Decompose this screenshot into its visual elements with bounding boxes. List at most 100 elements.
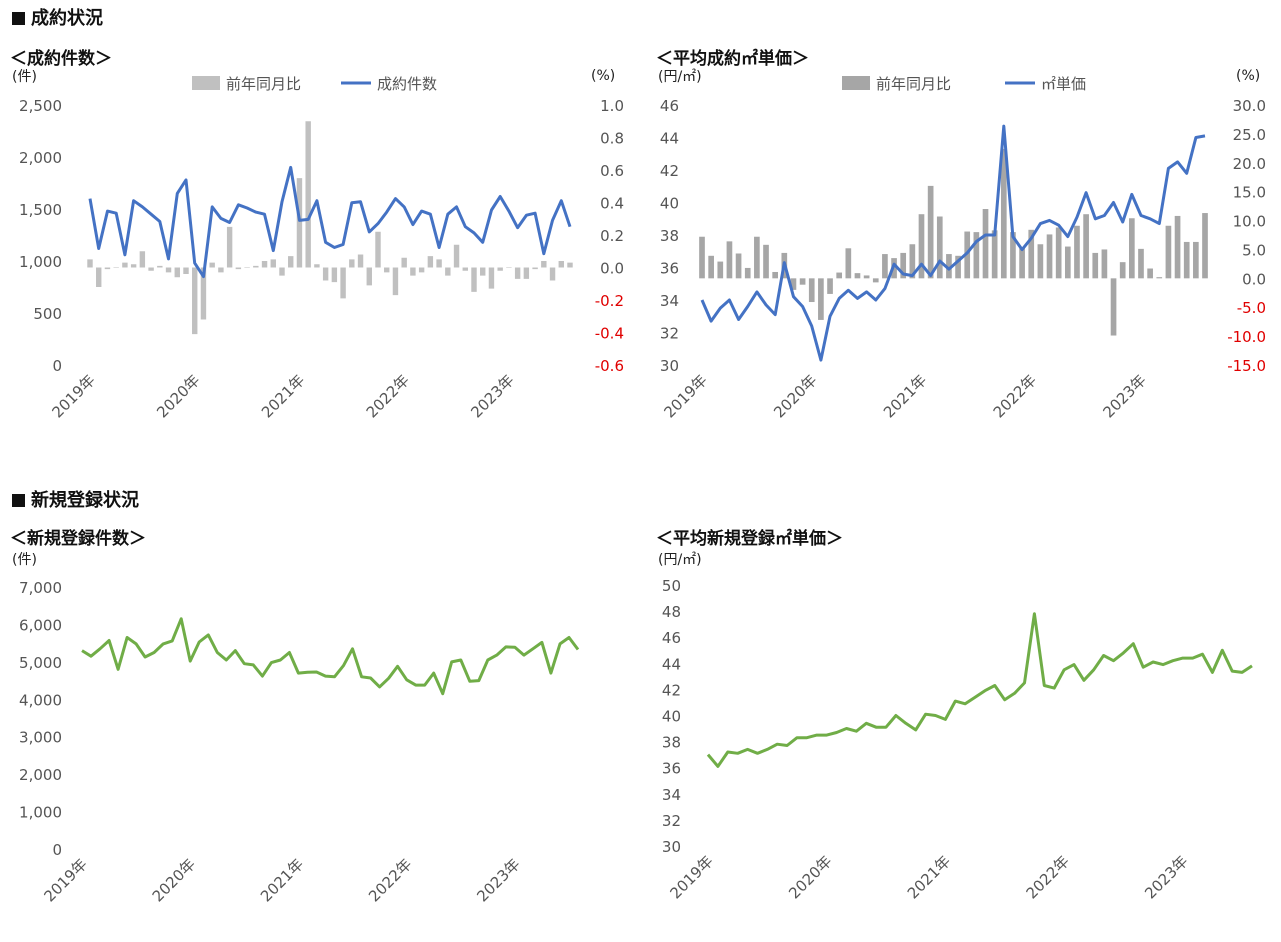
series-line: [81, 617, 580, 696]
section-title-contract: 成約状況: [12, 4, 103, 30]
yoy-bar: [744, 267, 751, 279]
yoy-bar: [209, 262, 215, 268]
yoy-bar: [708, 255, 714, 279]
y-tick-label: 1,500: [19, 201, 62, 219]
yoy-bar: [514, 267, 521, 279]
y-tick-label: 4,000: [19, 691, 62, 709]
yoy-bar: [130, 264, 137, 268]
yoy-bar: [296, 178, 303, 268]
yoy-bar: [936, 216, 943, 279]
yoy-bar: [927, 185, 934, 279]
y-tick-label: 3,000: [19, 729, 62, 747]
y-axis-label-contract-price: (円/㎡): [658, 69, 702, 85]
y-tick-label: 36: [662, 760, 681, 778]
y2-tick-label: 1.0: [600, 97, 624, 115]
y-tick-label: 1,000: [19, 804, 62, 822]
y-tick-label: 42: [660, 162, 679, 180]
y-tick-label: 6,000: [19, 616, 62, 634]
chart-registration-count: 01,0002,0003,0004,0005,0006,0007,0002019…: [19, 579, 580, 905]
yoy-bar: [322, 267, 329, 281]
yoy-bar: [946, 254, 952, 279]
yoy-bar: [270, 259, 276, 268]
legend-bar-swatch: [192, 76, 220, 90]
legend-line-label: ㎡単価: [1041, 75, 1086, 93]
yoy-bar: [558, 261, 564, 268]
yoy-bar: [799, 278, 806, 285]
yoy-bar: [445, 267, 451, 276]
yoy-bar: [549, 267, 556, 281]
yoy-bar: [567, 262, 573, 268]
y-tick-label: 2,000: [19, 766, 62, 784]
yoy-bar: [918, 214, 925, 279]
yoy-bar: [122, 262, 128, 268]
yoy-bar: [1174, 215, 1181, 279]
yoy-bar: [453, 244, 460, 268]
y2-tick-label: 30.0: [1233, 97, 1266, 115]
yoy-bar: [104, 267, 111, 270]
section-title-registration: 新規登録状況: [12, 486, 139, 512]
yoy-bar: [192, 267, 198, 335]
yoy-bar: [392, 267, 399, 296]
yoy-bar: [754, 236, 760, 279]
yoy-bar: [772, 271, 778, 279]
yoy-bar: [827, 278, 833, 294]
yoy-bar: [314, 264, 320, 268]
y-tick-label: 44: [662, 655, 681, 673]
yoy-bar: [305, 121, 311, 268]
y-tick-label: 2,500: [19, 97, 62, 115]
chart-contract-count: 0 500 1,000 1,500 2,000 2,500 -0.6 -0.4 -0.2 0.0 0…: [19, 75, 624, 421]
y2-tick-label: 10.0: [1233, 213, 1266, 231]
y2-tick-label: 0.0: [1242, 270, 1266, 288]
y-tick-label: 36: [660, 260, 679, 278]
yoy-bar: [401, 257, 407, 268]
yoy-bar: [1037, 244, 1044, 279]
yoy-bar: [410, 267, 416, 276]
y2-tick-label: 5.0: [1242, 241, 1266, 259]
chart-title-contract-price: ＜平均成約㎡単価＞: [656, 49, 809, 69]
yoy-bar: [1183, 241, 1190, 279]
legend-line-label: 成約件数: [377, 75, 437, 93]
yoy-bar: [357, 254, 364, 268]
y-tick-label: 48: [662, 603, 681, 621]
y-tick-label: 44: [660, 130, 679, 148]
series-line: [88, 165, 572, 279]
y-tick-label: 34: [660, 292, 679, 310]
y-tick-label: 46: [660, 97, 679, 115]
yoy-bar: [340, 267, 346, 299]
yoy-bar: [1129, 218, 1135, 279]
legend-bar-swatch: [842, 76, 870, 90]
yoy-bar: [790, 278, 797, 290]
yoy-bar: [532, 267, 538, 270]
y-tick-label: 42: [662, 681, 681, 699]
yoy-bar: [1110, 278, 1117, 336]
y-tick-label: 32: [662, 812, 681, 830]
y-tick-label: 38: [660, 227, 679, 245]
yoy-bar: [1193, 241, 1199, 279]
y2-tick-label: 15.0: [1233, 184, 1266, 202]
y2-tick-label: -0.4: [595, 325, 624, 343]
chart-title-registration-price: ＜平均新規登録㎡単価＞: [656, 529, 843, 549]
yoy-bar: [366, 267, 372, 286]
yoy-bar: [331, 267, 338, 283]
legend-bar-label: 前年同月比: [226, 75, 301, 93]
y-tick-label: 0: [52, 357, 62, 375]
square-bullet-icon: [12, 12, 25, 25]
y2-axis-label-contract-count: (%): [591, 68, 616, 84]
yoy-bar: [1083, 214, 1089, 279]
yoy-bar: [1165, 225, 1172, 279]
yoy-bar: [872, 278, 879, 283]
y-tick-label: 46: [662, 629, 681, 647]
y-tick-label: 1,000: [19, 253, 62, 271]
yoy-bar: [836, 272, 843, 279]
y2-tick-label: 0.0: [600, 260, 624, 278]
yoy-bar: [384, 267, 390, 273]
yoy-bar: [1010, 232, 1016, 279]
yoy-bar: [488, 267, 495, 289]
yoy-bar: [174, 267, 180, 278]
series-line: [706, 612, 1253, 768]
yoy-bar: [375, 231, 381, 268]
y-tick-label: 50: [662, 577, 681, 595]
yoy-bar: [973, 232, 980, 279]
yoy-bar: [863, 275, 870, 279]
yoy-bar: [261, 261, 268, 268]
